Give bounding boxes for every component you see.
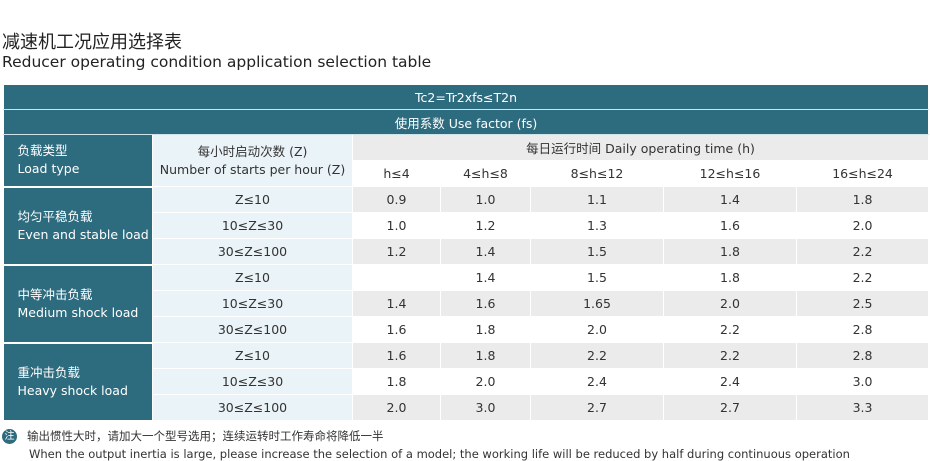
starts-cell: 30≤Z≤100 (152, 394, 353, 421)
factor-cell: 1.0 (352, 212, 441, 239)
hours-header: 8≤h≤12 (530, 160, 664, 187)
factor-cell: 1.8 (795, 186, 930, 213)
table-row: 10≤Z≤30 1.4 1.6 1.65 2.0 2.5 (4, 290, 930, 317)
factor-cell: 1.8 (440, 316, 531, 343)
factor-cell: 1.6 (352, 342, 441, 369)
factor-cell: 2.0 (440, 368, 531, 395)
table-row: 30≤Z≤100 1.2 1.4 1.5 1.8 2.2 (4, 238, 930, 265)
factor-cell: 1.2 (440, 212, 531, 239)
factor-cell: 1.8 (663, 264, 797, 291)
note: 注输出惯性大时，请加大一个型号选用；连续运转时工作寿命将降低一半 When th… (2, 428, 850, 461)
hours-header: 12≤h≤16 (663, 160, 797, 187)
hours-header: 4≤h≤8 (440, 160, 531, 187)
hours-header: h≤4 (352, 160, 441, 187)
table-row: 30≤Z≤100 2.0 3.0 2.7 2.7 3.3 (4, 394, 930, 421)
factor-cell: 1.2 (352, 238, 441, 265)
factor-cell: 2.0 (530, 316, 664, 343)
factor-cell: 2.2 (663, 316, 797, 343)
starts-cell: 10≤Z≤30 (152, 368, 353, 395)
formula-header: Tc2=Tr2xfs≤T2n (2, 84, 930, 110)
factor-cell: 1.8 (352, 368, 441, 395)
starts-cell: 30≤Z≤100 (152, 238, 353, 265)
factor-cell: 1.0 (440, 186, 531, 213)
factor-cell: 2.0 (795, 212, 930, 239)
factor-cell: 2.4 (663, 368, 797, 395)
factor-cell: 3.0 (440, 394, 531, 421)
factor-cell: 1.5 (530, 264, 664, 291)
factor-cell: 1.8 (440, 342, 531, 369)
factor-cell: 1.4 (352, 290, 441, 317)
starts-cell: 30≤Z≤100 (152, 316, 353, 343)
note-icon: 注 (2, 429, 17, 444)
factor-cell: 1.4 (440, 264, 531, 291)
factor-cell: 1.5 (530, 238, 664, 265)
factor-cell: 2.2 (795, 238, 930, 265)
factor-cell: 1.1 (530, 186, 664, 213)
factor-cell: 2.2 (530, 342, 664, 369)
factor-cell: 1.4 (663, 186, 797, 213)
table-row: 均匀平稳负载 Even and stable load Z≤10 0.9 1.0 1.1 1… (3, 186, 930, 266)
starts-cell: Z≤10 (152, 186, 353, 213)
title-cn: 减速机工况应用选择表 (2, 32, 182, 53)
factor-cell: 2.8 (795, 342, 930, 369)
load-type-cell: 均匀平稳负载 Even and stable load (3, 186, 153, 266)
starts-cell: 10≤Z≤30 (152, 290, 353, 317)
factor-cell: 1.4 (440, 238, 531, 265)
factor-cell: 2.7 (663, 394, 797, 421)
use-factor-header: 使用系数 Use factor (fs) (2, 109, 930, 135)
factor-cell: 2.2 (795, 264, 930, 291)
factor-cell (352, 264, 441, 291)
factor-cell: 2.0 (663, 290, 797, 317)
starts-cell: Z≤10 (152, 264, 353, 291)
load-type-header: 负载类型 Load type (3, 134, 153, 188)
starts-cell: 10≤Z≤30 (152, 212, 353, 239)
table-row: 重冲击负载 Heavy shock load Z≤10 1.6 1.8 2.2 2.2 2.8 (3, 342, 930, 422)
daily-time-header: 每日运行时间 Daily operating time (h) (351, 134, 930, 161)
factor-cell: 2.2 (663, 342, 797, 369)
factor-cell: 0.9 (352, 186, 441, 213)
factor-cell: 1.3 (530, 212, 664, 239)
factor-cell: 3.0 (795, 368, 930, 395)
factor-cell: 2.4 (530, 368, 664, 395)
factor-cell: 2.0 (352, 394, 441, 421)
title-en: Reducer operating condition application … (2, 53, 432, 71)
factor-cell: 2.7 (530, 394, 664, 421)
load-type-cell: 重冲击负载 Heavy shock load (3, 342, 153, 422)
factor-cell: 2.5 (795, 290, 930, 317)
factor-cell: 1.6 (352, 316, 441, 343)
note-cn: 输出惯性大时，请加大一个型号选用；连续运转时工作寿命将降低一半 (27, 429, 384, 443)
table-row: 中等冲击负载 Medium shock load Z≤10 1.4 1.5 1.8 2.2 (3, 264, 930, 344)
factor-cell: 1.65 (530, 290, 664, 317)
table-row: 10≤Z≤30 1.8 2.0 2.4 2.4 3.0 (4, 368, 930, 395)
table-row: 10≤Z≤30 1.0 1.2 1.3 1.6 2.0 (4, 212, 930, 239)
factor-cell: 1.6 (663, 212, 797, 239)
starts-header: 每小时启动次数 (Z) Number of starts per hour (Z) (152, 134, 353, 187)
hours-header: 16≤h≤24 (795, 160, 930, 187)
factor-cell: 1.8 (663, 238, 797, 265)
load-type-cell: 中等冲击负载 Medium shock load (3, 264, 153, 344)
note-en: When the output inertia is large, please… (29, 447, 850, 461)
factor-cell: 3.3 (795, 394, 930, 421)
factor-cell: 1.6 (440, 290, 531, 317)
selection-table: Tc2=Tr2xfs≤T2n 使用系数 Use factor (fs) 负载类型… (2, 84, 930, 422)
table-row: 30≤Z≤100 1.6 1.8 2.0 2.2 2.8 (4, 316, 930, 343)
starts-cell: Z≤10 (152, 342, 353, 369)
factor-cell: 2.8 (795, 316, 930, 343)
